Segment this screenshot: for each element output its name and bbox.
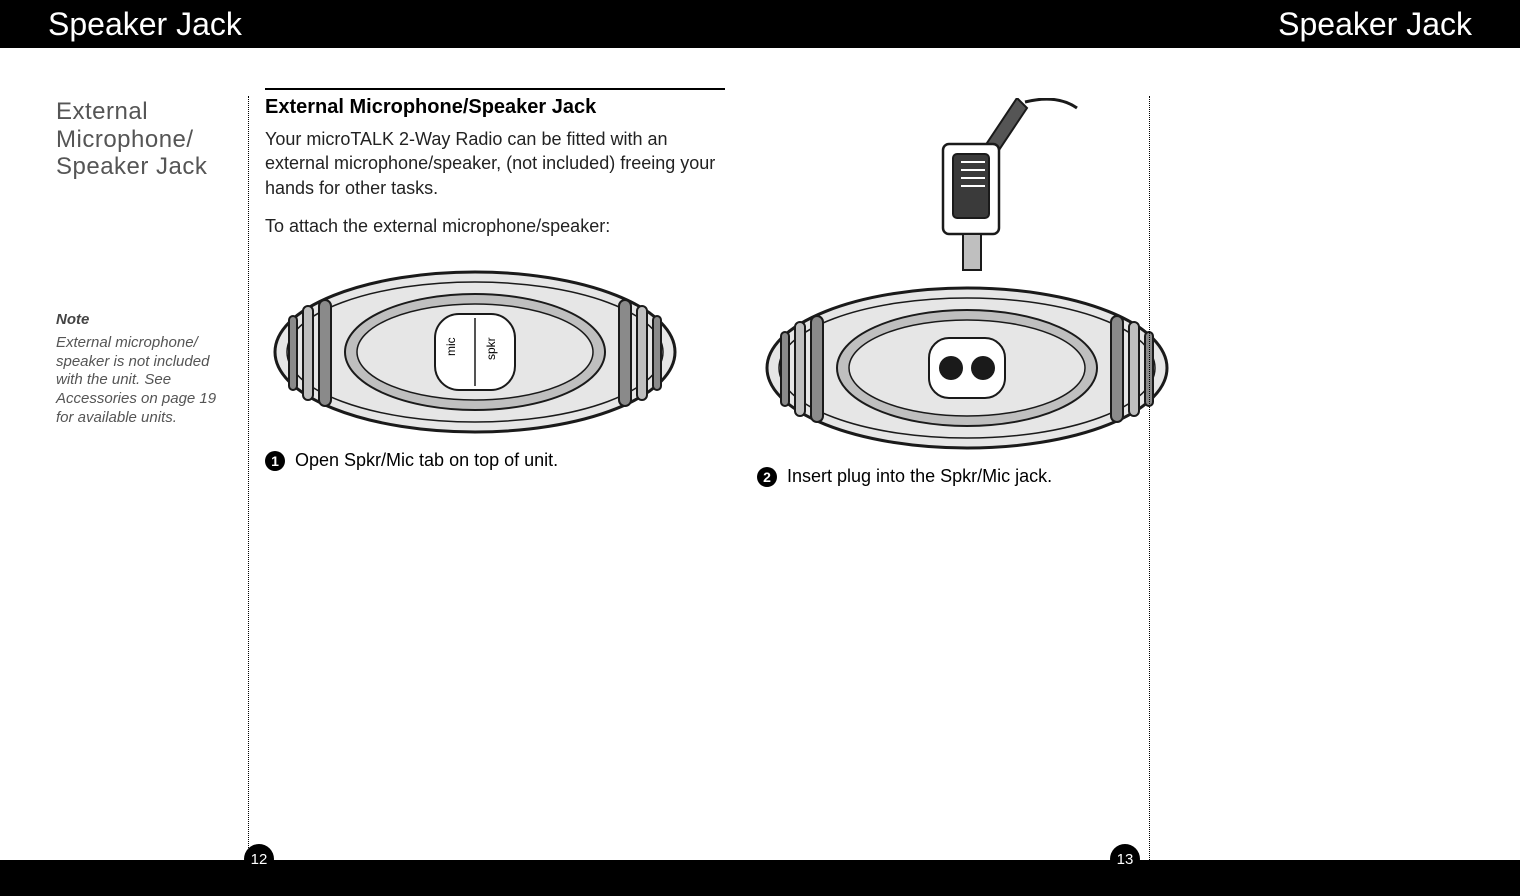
sidebar-heading: External Microphone/ Speaker Jack	[56, 98, 236, 181]
page-number-left: 12	[244, 844, 274, 874]
header-bar: Speaker Jack Speaker Jack	[0, 0, 1520, 48]
step-number-badge: 1	[265, 451, 285, 471]
sidebar-heading-line: Speaker Jack	[56, 153, 236, 181]
sidebar-heading-line: External	[56, 98, 236, 126]
figure-1: mic spkr	[265, 252, 725, 442]
footer-bar	[0, 860, 1520, 896]
step-number-badge: 2	[757, 467, 777, 487]
sidebar-heading-line: Microphone/	[56, 126, 236, 154]
step-2-text: Insert plug into the Spkr/Mic jack.	[787, 466, 1052, 487]
mic-label: mic	[444, 338, 458, 357]
step-1: 1 Open Spkr/Mic tab on top of unit.	[265, 450, 725, 471]
device-top-closed-icon: mic spkr	[265, 252, 685, 442]
device-top-plug-icon	[757, 98, 1177, 458]
attach-line: To attach the external microphone/speake…	[265, 214, 725, 238]
page-number-right: 13	[1110, 844, 1140, 874]
note-block: Note External microphone/ speaker is not…	[56, 311, 236, 428]
intro-paragraph: Your microTALK 2-Way Radio can be fitted…	[265, 127, 725, 200]
note-label: Note	[56, 311, 236, 328]
right-column: 2 Insert plug into the Spkr/Mic jack.	[749, 48, 1149, 896]
body-area: External Microphone/ Speaker Jack Note E…	[0, 48, 1520, 896]
main-column: External Microphone/Speaker Jack Your mi…	[249, 48, 749, 896]
note-text: External microphone/ speaker is not incl…	[56, 334, 236, 428]
manual-spread: Speaker Jack Speaker Jack External Micro…	[0, 0, 1520, 896]
header-title-right: Speaker Jack	[1278, 6, 1472, 43]
section-rule	[265, 88, 725, 90]
section-title: External Microphone/Speaker Jack	[265, 96, 725, 119]
far-right-empty	[1150, 48, 1520, 896]
step-1-text: Open Spkr/Mic tab on top of unit.	[295, 450, 558, 471]
spkr-label: spkr	[484, 338, 498, 361]
header-title-left: Speaker Jack	[48, 6, 242, 43]
figure-2	[757, 98, 1125, 458]
sidebar: External Microphone/ Speaker Jack Note E…	[0, 48, 248, 896]
step-2: 2 Insert plug into the Spkr/Mic jack.	[757, 466, 1125, 487]
